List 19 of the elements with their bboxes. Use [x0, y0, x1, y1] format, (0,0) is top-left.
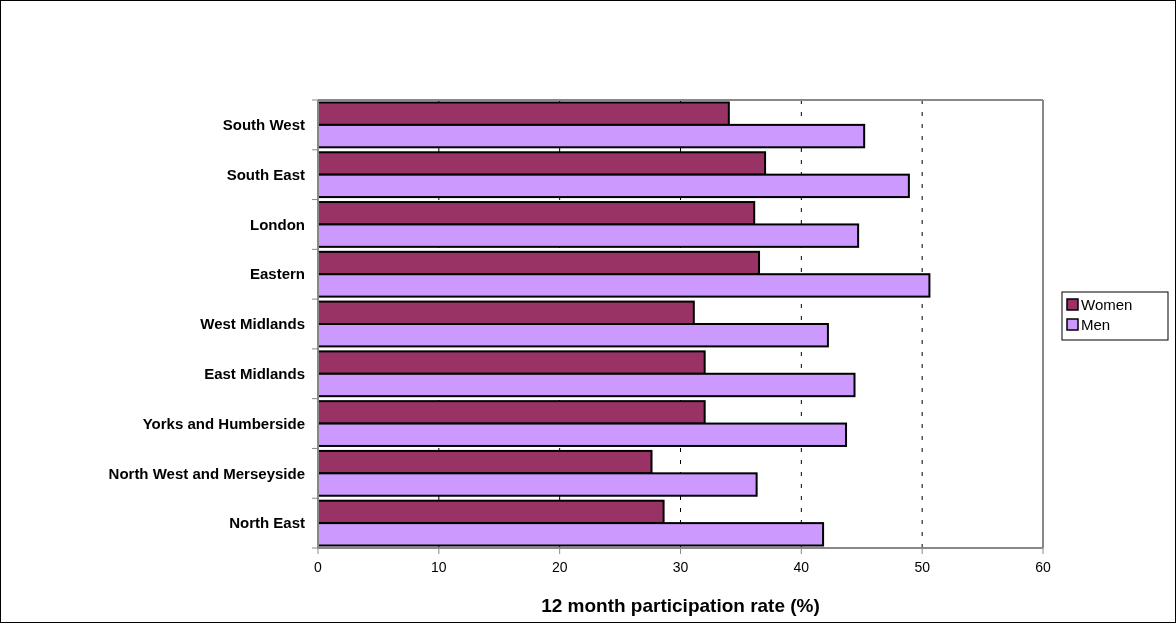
y-tick-label: North West and Merseyside: [108, 464, 305, 482]
legend-label: Men: [1081, 316, 1111, 334]
x-tick-label: 60: [1035, 559, 1051, 575]
x-tick-label: 50: [914, 559, 931, 575]
y-tick-label: London: [250, 215, 305, 233]
y-tick-label: South East: [226, 165, 305, 183]
y-tick-label: East Midlands: [204, 365, 305, 383]
x-tick-label: 20: [551, 559, 568, 575]
x-tick-label: 30: [672, 559, 689, 575]
y-tick-label: Eastern: [249, 265, 305, 283]
legend-label: Women: [1081, 296, 1133, 314]
y-tick-label: South West: [222, 116, 305, 134]
y-tick-label: North East: [229, 514, 305, 532]
x-tick-label: 40: [793, 559, 810, 575]
y-tick-label: West Midlands: [200, 315, 305, 333]
x-tick-label: 10: [431, 559, 447, 575]
x-tick-label: 0: [314, 559, 323, 575]
y-tick-label: Yorks and Humberside: [142, 414, 305, 432]
x-axis-title: 12 month participation rate (%): [541, 595, 820, 616]
